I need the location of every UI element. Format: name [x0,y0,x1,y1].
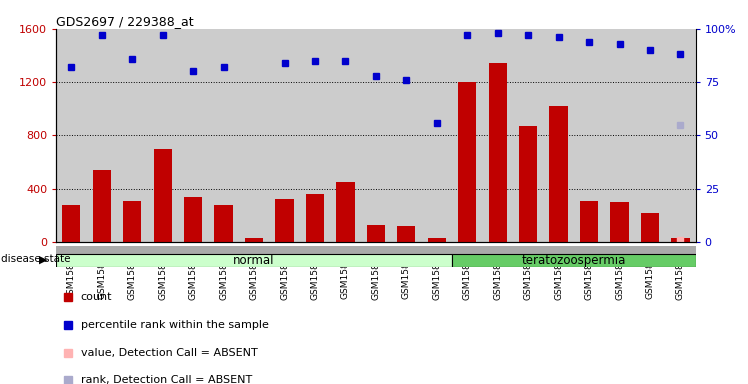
Bar [641,213,659,242]
Bar [153,149,172,242]
Bar [306,194,324,242]
Bar [428,238,446,242]
Bar [519,126,537,242]
Bar [488,63,507,242]
Bar [452,254,696,267]
Text: count: count [81,292,112,302]
Text: percentile rank within the sample: percentile rank within the sample [81,320,269,330]
Bar [337,182,355,242]
Bar [275,199,294,242]
Bar [93,170,111,242]
Bar [123,200,141,242]
Bar [215,205,233,242]
Bar [397,226,415,242]
Bar [367,225,385,242]
Bar [550,106,568,242]
Text: normal: normal [233,254,275,267]
Text: value, Detection Call = ABSENT: value, Detection Call = ABSENT [81,348,257,358]
Bar [458,82,476,242]
Bar [56,246,696,254]
Text: ▶: ▶ [39,254,47,264]
Text: GDS2697 / 229388_at: GDS2697 / 229388_at [56,15,194,28]
Text: rank, Detection Call = ABSENT: rank, Detection Call = ABSENT [81,374,252,384]
Bar [671,238,690,242]
Bar [56,254,452,267]
Bar [184,197,202,242]
Bar [62,205,81,242]
Bar [245,238,263,242]
Bar [580,200,598,242]
Bar [610,202,628,242]
Text: teratozoospermia: teratozoospermia [521,254,626,267]
Text: disease state: disease state [1,254,71,264]
